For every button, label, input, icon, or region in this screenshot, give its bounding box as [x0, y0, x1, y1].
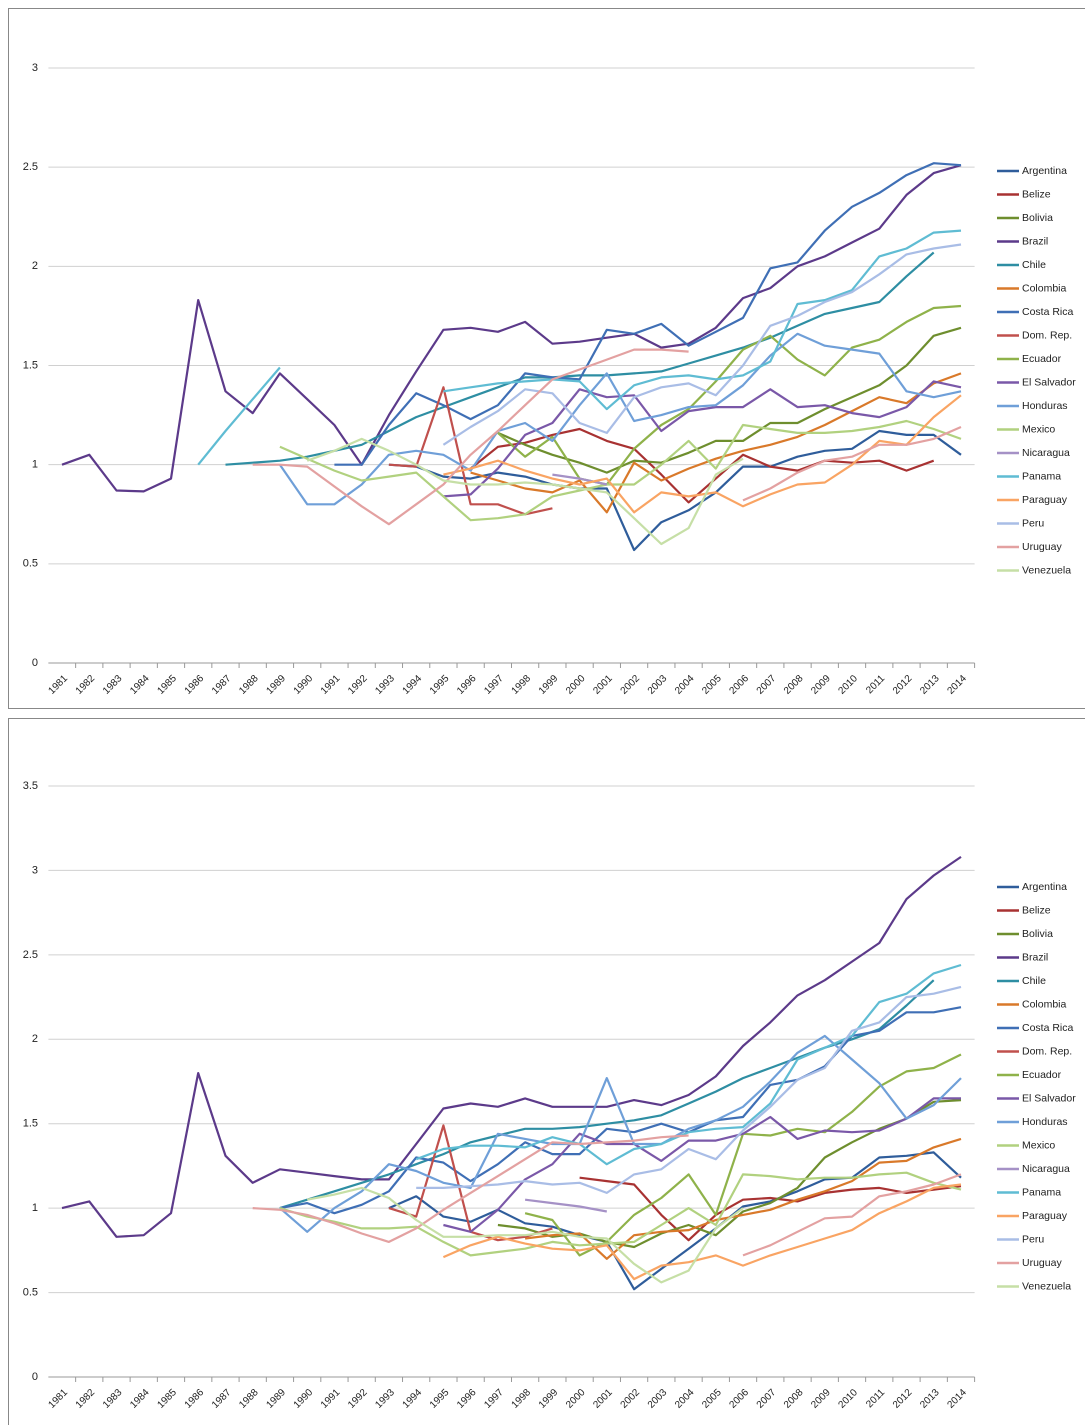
legend-label: Paraguay: [1022, 494, 1068, 506]
series-line: [61, 164, 962, 493]
legend-label: Costa Rica: [1022, 1022, 1074, 1034]
y-tick-label: 3: [32, 864, 38, 876]
series-line: [306, 1186, 744, 1284]
series-line: [579, 1176, 962, 1242]
y-tick-label: 0.5: [23, 558, 38, 570]
legend-label: Belize: [1022, 904, 1051, 916]
series-line: [442, 1183, 962, 1281]
legend-label: Brazil: [1022, 951, 1048, 963]
legend-label: Peru: [1022, 1233, 1044, 1245]
legend-label: Nicaragua: [1022, 447, 1070, 459]
series-line: [279, 1034, 962, 1233]
legend-label: Argentina: [1022, 881, 1067, 893]
y-tick-label: 1.5: [23, 359, 38, 371]
legend-label: Dom. Rep.: [1022, 329, 1072, 341]
legend-label: Uruguay: [1022, 1257, 1062, 1269]
series-line: [416, 985, 962, 1194]
series-line: [61, 855, 962, 1238]
series-line: [524, 1198, 607, 1213]
y-tick-label: 2: [32, 1033, 38, 1045]
series-line: [388, 1151, 962, 1291]
legend-label: Uruguay: [1022, 541, 1062, 553]
series-line: [497, 304, 962, 486]
series-line: [279, 419, 962, 522]
legend-label: Ecuador: [1022, 1069, 1062, 1081]
y-tick-label: 0: [32, 1371, 38, 1383]
series-line: [279, 1171, 962, 1257]
y-tick-label: 0.5: [23, 1286, 38, 1298]
y-tick-label: 1.5: [23, 1118, 38, 1130]
series-line: [225, 251, 935, 466]
legend-label: Venezuela: [1022, 1280, 1071, 1292]
series-line: [443, 394, 962, 514]
y-tick-label: 1: [32, 1202, 38, 1214]
y-tick-label: 2.5: [23, 161, 38, 173]
y-tick-label: 3.5: [23, 780, 38, 792]
series-line: [279, 1006, 962, 1215]
legend-label: Argentina: [1022, 165, 1067, 177]
series-line: [443, 1097, 961, 1233]
legend-label: Colombia: [1022, 998, 1067, 1010]
series-line: [524, 1137, 962, 1260]
legend-label: Chile: [1022, 975, 1046, 987]
legend-label: Bolivia: [1022, 928, 1053, 940]
y-tick-label: 2: [32, 260, 38, 272]
y-tick-label: 3: [32, 62, 38, 74]
legend-label: Honduras: [1022, 1116, 1068, 1128]
series-line: [415, 963, 962, 1166]
series-line: [469, 427, 935, 504]
chart-frame: [8, 8, 1085, 709]
legend-label: Peru: [1022, 517, 1044, 529]
legend-label: Bolivia: [1022, 212, 1053, 224]
legend-label: Colombia: [1022, 282, 1067, 294]
series-line: [252, 348, 962, 526]
legend-label: El Salvador: [1022, 376, 1076, 388]
series-line: [197, 229, 962, 466]
legend-label: Panama: [1022, 1186, 1061, 1198]
series-line: [252, 1134, 962, 1257]
y-tick-label: 2.5: [23, 949, 38, 961]
legend-label: Belize: [1022, 188, 1051, 200]
legend-label: Ecuador: [1022, 353, 1062, 365]
series-line: [306, 437, 744, 546]
y-tick-label: 1: [32, 459, 38, 471]
legend-label: Venezuela: [1022, 564, 1071, 576]
legend-label: Honduras: [1022, 400, 1068, 412]
legend-label: Mexico: [1022, 423, 1055, 435]
legend-label: Paraguay: [1022, 1210, 1068, 1222]
legend-label: Costa Rica: [1022, 306, 1074, 318]
legend-label: Nicaragua: [1022, 1163, 1070, 1175]
series-line: [442, 243, 962, 446]
legend-label: Dom. Rep.: [1022, 1045, 1072, 1057]
series-line: [443, 380, 962, 498]
legend-label: Chile: [1022, 259, 1046, 271]
series-line: [552, 473, 608, 486]
legend-label: El Salvador: [1022, 1092, 1076, 1104]
series-line: [497, 326, 962, 474]
legend-label: Brazil: [1022, 235, 1048, 247]
chart-frame: [8, 718, 1085, 1425]
series-line: [470, 372, 962, 514]
legend-label: Panama: [1022, 470, 1061, 482]
y-tick-label: 0: [32, 657, 38, 669]
legend-label: Mexico: [1022, 1139, 1055, 1151]
